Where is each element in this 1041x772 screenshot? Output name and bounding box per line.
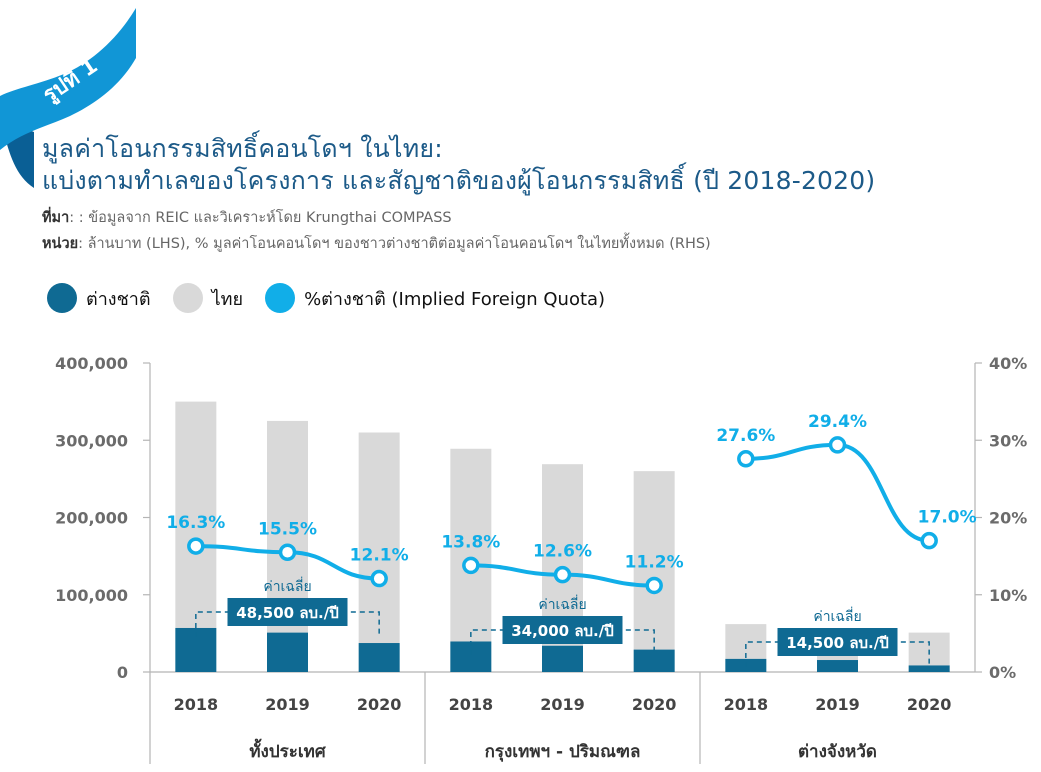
pct-data-label: 16.3% [166,513,225,533]
bar-foreign [908,665,950,672]
x-tick-label: 2019 [265,695,310,714]
source-label: ที่มา [42,210,70,226]
y-tick-label-right: 20% [989,509,1027,528]
bar-foreign [267,632,308,672]
x-tick-label: 2019 [540,695,585,714]
bar-thai [633,471,675,650]
pct-line [745,442,930,543]
legend-item-pct: %ต่างชาติ (Implied Foreign Quota) [265,283,605,313]
average-caption: ค่าเฉลี่ย [813,607,861,625]
chart-plot: 400,000 40% 300,000 30% 200,000 20% 100,000 10%… [55,354,1027,764]
pct-point [553,565,572,584]
x-tick-label: 2018 [724,695,769,714]
bar-thai [358,432,400,644]
y-tick-label-left: 400,000 [55,354,128,373]
bar-foreign [450,641,492,672]
pct-data-label: 15.5% [258,519,317,539]
pct-point [828,436,847,454]
pct-point [462,556,480,575]
y-tick-label-left: 300,000 [55,431,128,450]
pct-data-label: 12.1% [350,546,409,566]
legend-label-thai: ไทย [211,288,244,310]
group-label: ทั้งประเทศ [249,738,327,762]
average-value: 14,500 ลบ./ปี [786,634,889,652]
chart-title-line1: มูลค่าโอนกรรมสิทธิ์คอนโดฯ ในไทย: [42,134,443,163]
y-tick-label-left: 100,000 [55,586,128,605]
pct-point [920,531,938,550]
y-tick-label-right: 40% [989,354,1027,373]
x-tick-label: 2020 [357,695,402,714]
pct-data-label: 13.8% [441,532,500,552]
unit-label: หน่วย [42,236,79,252]
y-tick-label-right: 10% [989,586,1027,605]
legend-swatch-pct [265,283,296,313]
source-text: : : ข้อมูลจาก REIC และวิเคราะห์โดย Krung… [69,210,452,226]
bar-foreign [358,643,400,672]
average-box [777,628,898,656]
legend: ต่างชาติ ไทย %ต่างชาติ (Implied Foreign … [47,283,627,313]
average-value: 48,500 ลบ./ปี [236,604,339,622]
x-tick-label: 2018 [449,695,494,714]
bar-thai [450,448,492,642]
x-tick-label: 2019 [815,695,860,714]
average-bracket [195,611,380,637]
average-bracket [745,641,930,667]
legend-label-pct: %ต่างชาติ (Implied Foreign Quota) [304,288,606,310]
average-bracket [470,629,655,655]
bar-thai [175,401,217,628]
chart-title: มูลค่าโอนกรรมสิทธิ์คอนโดฯ ในไทย: แบ่งตาม… [42,133,875,197]
figure-badge: รูปที่ 1 [0,8,136,188]
legend-swatch-foreign [47,283,77,313]
legend-item-thai: ไทย [172,283,244,313]
pct-data-label: 27.6% [716,426,775,446]
bar-foreign [817,660,858,672]
pct-data-label: 11.2% [625,552,684,572]
bar-thai [267,420,308,633]
x-tick-label: 2018 [174,695,219,714]
pct-point [278,543,297,562]
legend-swatch-thai [172,283,203,313]
pct-data-label: 29.4% [808,412,867,432]
pct-data-label: 17.0% [918,508,977,528]
x-tick-label: 2020 [907,695,952,714]
y-tick-label-left: 200,000 [55,509,128,528]
unit-note: หน่วย: ล้านบาท (LHS), % มูลค่าโอนคอนโดฯ … [42,232,711,255]
group-label: กรุงเทพฯ - ปริมณฑล [485,742,641,762]
average-value: 34,000 ลบ./ปี [511,622,614,640]
average-caption: ค่าเฉลี่ย [263,577,311,595]
chart-title-line2: แบ่งตามทำเลของโครงการ และสัญชาติของผู้โอ… [42,166,876,195]
source-note: ที่มา: : ข้อมูลจาก REIC และวิเคราะห์โดย … [42,206,452,229]
y-tick-label-right: 30% [989,431,1027,450]
pct-data-label: 12.6% [533,542,592,562]
y-tick-label-right: 0% [989,663,1016,682]
average-caption: ค่าเฉลี่ย [538,595,586,613]
badge-ribbon [0,8,136,150]
pct-point [737,450,755,468]
legend-item-foreign: ต่างชาติ [47,283,151,313]
unit-text: : ล้านบาท (LHS), % มูลค่าโอนคอนโดฯ ของชา… [78,236,711,252]
bar-thai [542,464,583,646]
pct-point [187,537,205,555]
average-box [502,616,623,644]
legend-label-foreign: ต่างชาติ [86,288,151,310]
pct-point [645,576,663,595]
average-box [227,598,348,626]
x-tick-label: 2020 [632,695,677,714]
bar-foreign [633,649,675,672]
group-label: ต่างจังหวัด [798,742,877,762]
pct-point [370,569,388,588]
bar-foreign [542,645,583,672]
y-tick-label-left: 0 [117,663,128,682]
